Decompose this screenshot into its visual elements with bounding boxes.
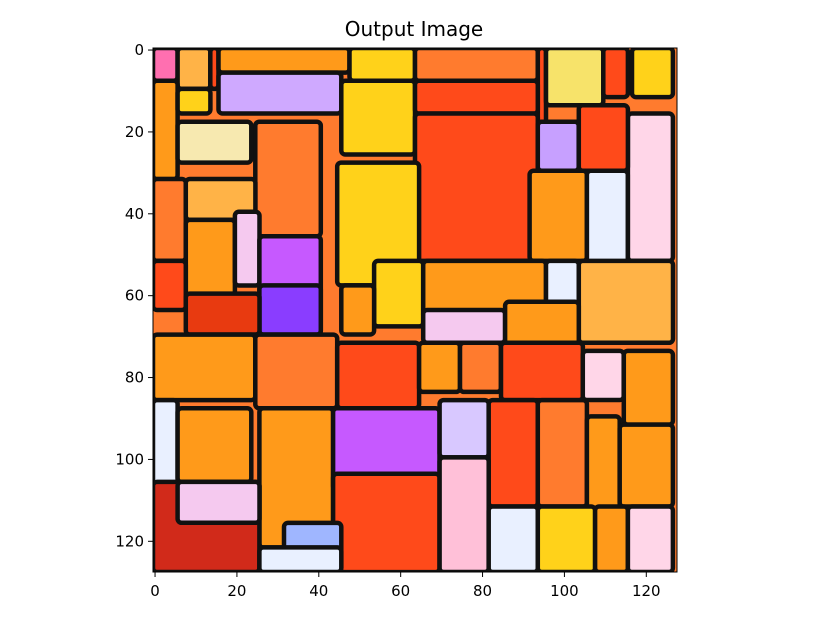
glass-tile bbox=[437, 397, 491, 460]
glass-tile bbox=[625, 111, 676, 264]
glass-tile bbox=[457, 340, 504, 395]
glass-tile bbox=[153, 48, 180, 84]
y-tick-label: 80 bbox=[125, 369, 144, 387]
glass-tile bbox=[576, 258, 676, 346]
x-tick-label: 0 bbox=[150, 582, 160, 600]
glass-tile bbox=[257, 545, 344, 572]
glass-tile bbox=[257, 283, 324, 337]
glass-tile bbox=[175, 86, 213, 116]
glass-tile bbox=[535, 504, 598, 572]
glass-tile bbox=[216, 70, 344, 116]
glass-tile bbox=[416, 340, 463, 395]
axes-frame bbox=[152, 47, 678, 573]
glass-tile bbox=[437, 455, 491, 572]
glass-tile bbox=[498, 340, 586, 403]
glass-tile bbox=[183, 291, 262, 337]
x-tick-label: 80 bbox=[473, 582, 492, 600]
glass-tile bbox=[153, 332, 258, 403]
glass-tile bbox=[232, 209, 262, 288]
glass-tile bbox=[339, 78, 418, 157]
glass-tile bbox=[339, 283, 377, 337]
glass-tile bbox=[543, 48, 606, 108]
glass-tile bbox=[330, 471, 442, 572]
glass-tile bbox=[153, 78, 180, 182]
glass-tile bbox=[592, 504, 631, 572]
glass-tile bbox=[216, 48, 352, 75]
glass-tile bbox=[576, 103, 631, 174]
glass-tile bbox=[535, 119, 581, 174]
glass-tile bbox=[175, 48, 213, 92]
y-tick-label: 120 bbox=[115, 532, 144, 550]
glass-tile bbox=[183, 217, 238, 305]
glass-tile bbox=[347, 48, 418, 84]
y-tick-label: 100 bbox=[115, 450, 144, 468]
glass-tile bbox=[617, 422, 676, 509]
glass-tile bbox=[580, 348, 626, 403]
stained-glass-image bbox=[153, 48, 677, 572]
x-tick-label: 120 bbox=[632, 582, 661, 600]
figure-title: Output Image bbox=[345, 17, 483, 41]
glass-tile bbox=[412, 78, 541, 116]
glass-tile bbox=[253, 332, 340, 411]
glass-tile bbox=[175, 406, 254, 485]
glass-tile bbox=[625, 504, 676, 572]
x-tick-label: 60 bbox=[391, 582, 410, 600]
glass-tile bbox=[527, 168, 590, 264]
y-tick-label: 20 bbox=[125, 123, 144, 141]
glass-tile bbox=[153, 176, 189, 264]
glass-tile bbox=[629, 48, 676, 100]
x-axis: 0 20 40 60 80 100 120 bbox=[150, 572, 661, 600]
y-tick-label: 60 bbox=[125, 287, 144, 305]
glass-tile bbox=[371, 258, 426, 329]
glass-tile bbox=[486, 397, 541, 509]
x-tick-label: 40 bbox=[309, 582, 328, 600]
x-tick-label: 20 bbox=[227, 582, 246, 600]
glass-tile bbox=[412, 48, 541, 84]
glass-tile bbox=[535, 397, 590, 509]
glass-tile bbox=[175, 479, 262, 526]
glass-tile bbox=[420, 307, 508, 346]
y-tick-label: 0 bbox=[134, 41, 144, 59]
glass-tile bbox=[175, 119, 254, 165]
x-tick-label: 100 bbox=[550, 582, 579, 600]
y-axis: 0 20 40 60 80 100 120 bbox=[115, 41, 153, 550]
glass-tile bbox=[412, 111, 541, 264]
glass-tile bbox=[601, 48, 631, 100]
glass-tile bbox=[486, 504, 541, 572]
glass-tile bbox=[253, 119, 324, 239]
y-tick-label: 40 bbox=[125, 205, 144, 223]
glass-tile bbox=[153, 258, 189, 313]
glass-tile bbox=[334, 340, 422, 411]
glass-tile bbox=[621, 348, 676, 427]
